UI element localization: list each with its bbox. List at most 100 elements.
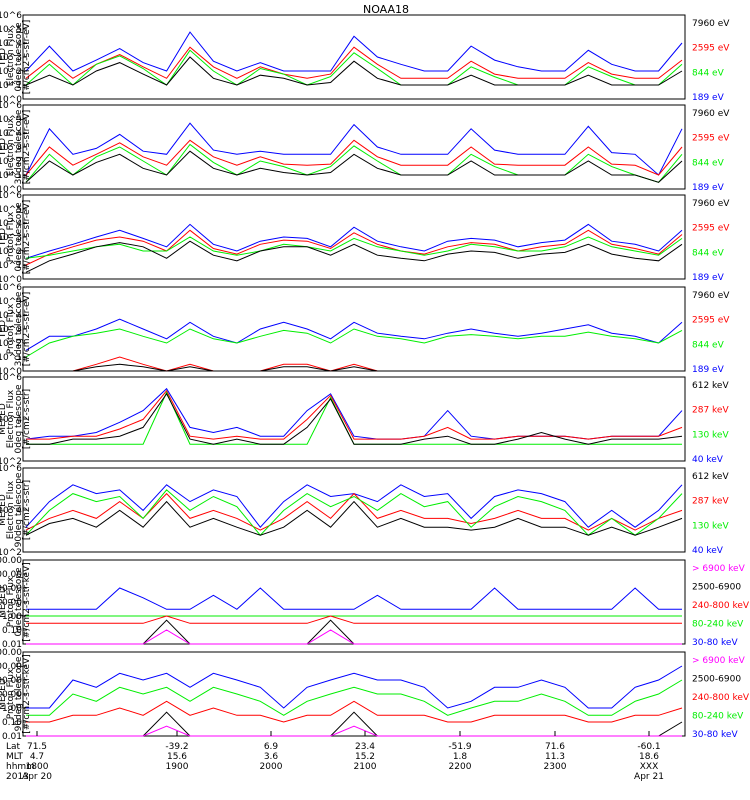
y-tick-label: 10.00 (0, 598, 22, 608)
y-tick-label: 10^4 (0, 219, 22, 229)
y-tick-label: 10^1 (0, 81, 22, 91)
y-tick-label: 10^6 (0, 191, 22, 201)
y-tick-label: 10^5 (0, 115, 22, 125)
y-tick-label: 100.00 (0, 676, 22, 686)
y-label-line: [#/cm2-s-str-eV] (22, 200, 32, 275)
x-tick-value: 2000 (260, 762, 283, 772)
x-tick-value: -60.1 (637, 742, 660, 752)
series-magenta (26, 725, 682, 737)
y-tick-label: 10^3 (0, 53, 22, 63)
x-tick-value: -39.2 (165, 742, 188, 752)
x-tick-value: 1900 (166, 762, 189, 772)
y-tick-label: 10^4 (0, 415, 22, 425)
legend-entry: 2595 eV (692, 316, 730, 326)
y-tick-label: 10^2 (0, 457, 22, 467)
legend-entry: 844 eV (692, 158, 725, 168)
x-tick-value: XXX (640, 762, 659, 772)
x-tick-value: 15.6 (167, 752, 187, 762)
panel-2: 10^010^110^210^310^410^510^6TEDElectron … (0, 101, 730, 195)
legend-entry: 287 keV (692, 406, 729, 416)
y-tick-label: 10^0 (0, 367, 22, 377)
y-label-line: [#/cm2-s-str] (22, 480, 32, 540)
y-tick-label: 10^2 (0, 67, 22, 77)
y-tick-label: 10.00 (0, 690, 22, 700)
x-tick-value: 15.2 (355, 752, 375, 762)
x-tick-value: 1800 (26, 762, 49, 772)
legend-entry: 7960 eV (692, 291, 730, 301)
series-red (26, 615, 682, 624)
x-tick-value: 2300 (544, 762, 567, 772)
y-tick-label: 10^5 (0, 297, 22, 307)
x-tick-value: Apr 20 (22, 772, 52, 782)
legend-entry: 612 keV (692, 381, 729, 391)
y-label-line: 0deg telescope (14, 567, 24, 637)
panel-frame (22, 559, 686, 645)
panel-frame (22, 376, 686, 462)
panel-frame (22, 651, 686, 737)
y-label-line: MEPED (0, 403, 8, 435)
y-label-line: [#/cm2-s-str-keV] (22, 654, 32, 733)
legend-entry: 40 keV (692, 546, 724, 556)
y-tick-label: 0.01 (2, 640, 22, 650)
series-blue (26, 665, 683, 709)
x-tick-value: 4.7 (30, 752, 44, 762)
y-label-line: Electron Flux (6, 27, 16, 86)
panel-frame (22, 467, 686, 553)
y-tick-label: 10^2 (0, 247, 22, 257)
legend-entry: 189 eV (692, 183, 725, 193)
legend-entry: 189 eV (692, 365, 725, 375)
y-label-line: Electron Flux (6, 480, 16, 539)
y-tick-label: 10^5 (0, 205, 22, 215)
legend-entry: 7960 eV (692, 199, 730, 209)
y-tick-label: 10^0 (0, 275, 22, 285)
y-label-line: 90deg telescope (14, 656, 24, 731)
legend-entry: 612 keV (692, 472, 729, 482)
series-black (25, 150, 683, 183)
y-tick-label: 10^3 (0, 233, 22, 243)
y-label-line: MEPED (0, 494, 8, 526)
y-tick-label: 0.10 (2, 626, 22, 636)
y-tick-label: 1.00 (2, 612, 22, 622)
y-tick-label: 100.00 (0, 584, 22, 594)
series-blue (25, 122, 683, 176)
x-row-label: 2013 (6, 772, 29, 782)
y-label-line: TED (0, 48, 8, 67)
series-green (26, 679, 683, 716)
y-tick-label: 10^2 (0, 339, 22, 349)
series-red (26, 700, 683, 723)
y-tick-label: 10000.00 (0, 648, 22, 658)
series-green (25, 236, 683, 259)
y-label-line: TED (0, 228, 8, 247)
x-row-label: Lat (6, 742, 21, 752)
series-blue (25, 31, 683, 72)
series-blue (26, 587, 682, 610)
x-tick-value: 2200 (449, 762, 472, 772)
y-tick-label: 10^0 (0, 185, 22, 195)
y-label-line: Proton Flux (6, 668, 16, 719)
legend-entry: 7960 eV (692, 19, 730, 29)
y-label-line: [#/cm2-s-str-eV] (22, 20, 32, 95)
series-green (25, 328, 683, 358)
y-label-line: 0deg telescope (14, 202, 24, 272)
legend-entry: 2595 eV (692, 224, 730, 234)
y-tick-label: 10^5 (0, 25, 22, 35)
legend-entry: 7960 eV (692, 109, 730, 119)
y-label-line: 0deg telescope (14, 22, 24, 92)
y-tick-label: 1000.00 (0, 662, 22, 672)
x-tick-value: 1.8 (453, 752, 468, 762)
series-green (25, 489, 683, 536)
x-tick-value: 11.3 (545, 752, 565, 762)
y-tick-label: 10000.00 (0, 556, 22, 566)
legend-entry: 240-800 keV (692, 601, 750, 611)
series-black (25, 56, 683, 86)
y-label-line: TED (0, 138, 8, 157)
legend-entry: 30-80 keV (692, 730, 738, 740)
panel-8: 0.010.101.0010.00100.001000.0010000.00ME… (0, 648, 750, 742)
